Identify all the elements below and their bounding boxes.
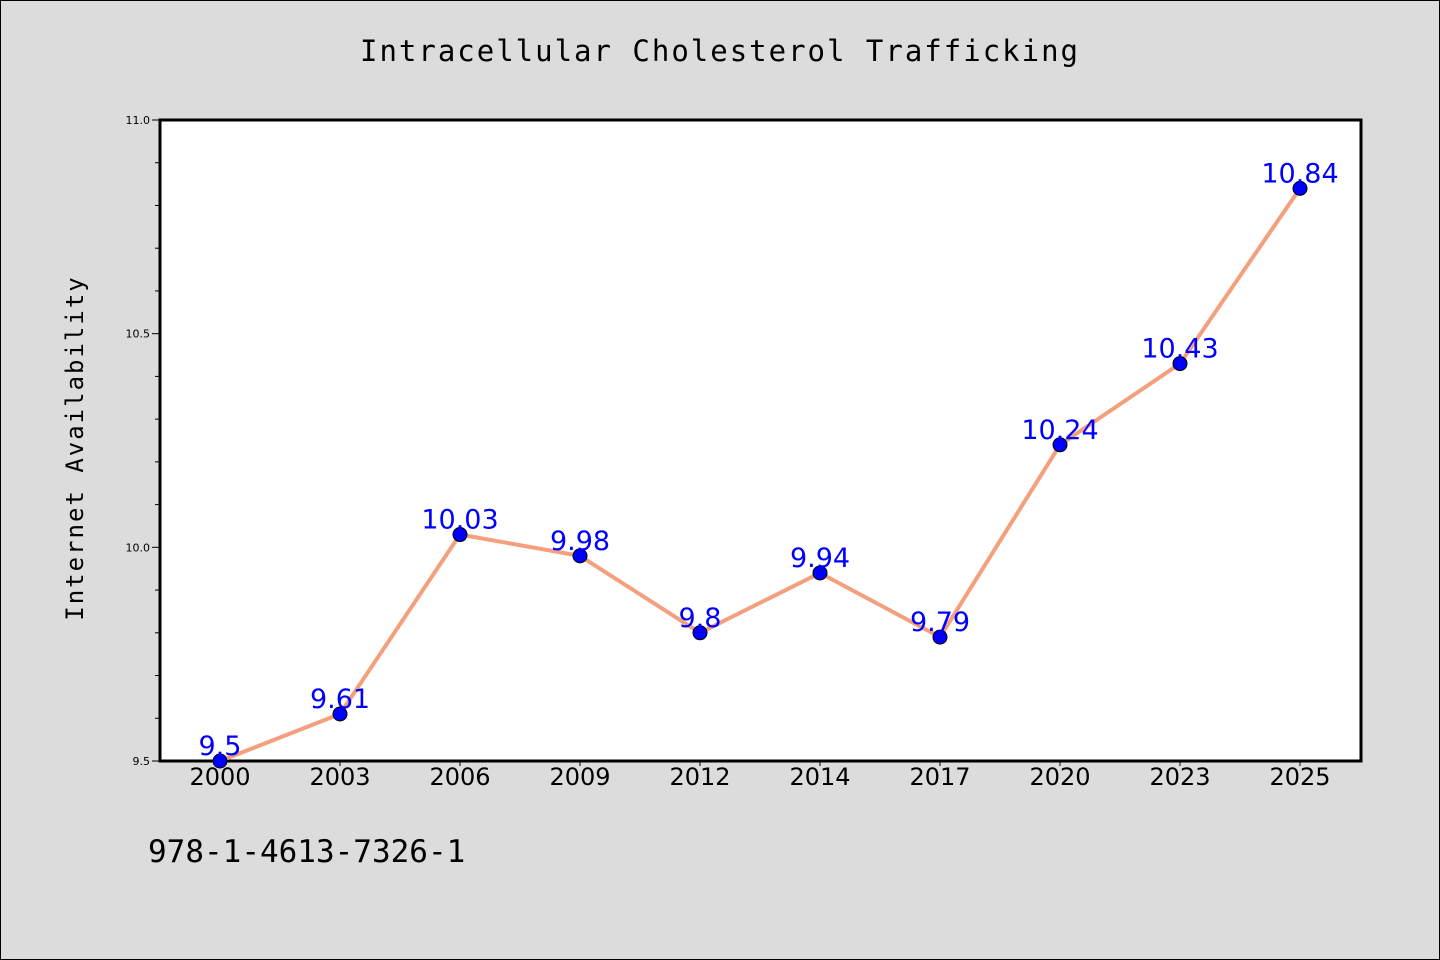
y-tick-label: 10.5	[126, 328, 151, 341]
data-label: 9.94	[790, 543, 850, 574]
x-tick-label: 2003	[309, 763, 370, 791]
y-tick-label: 9.5	[133, 755, 151, 768]
x-tick-label: 2017	[909, 763, 970, 791]
data-points	[212, 180, 1308, 769]
data-point	[1172, 356, 1188, 372]
data-label: 9.98	[550, 526, 610, 557]
x-tick-label: 2012	[669, 763, 730, 791]
data-label: 9.61	[310, 684, 370, 715]
x-tick-label: 2020	[1029, 763, 1090, 791]
data-label: 10.24	[1021, 415, 1098, 446]
data-point	[692, 625, 708, 641]
data-label: 9.79	[910, 607, 970, 638]
x-tick-label: 2009	[549, 763, 610, 791]
data-point	[452, 527, 468, 543]
data-point	[212, 753, 228, 769]
plot-area	[158, 118, 1363, 763]
chart-title: Intracellular Cholesterol Trafficking	[359, 34, 1080, 68]
x-axis-ticks: 2000 2003 2006 2009 2012 2014 2017 2020 2023 2025	[189, 761, 1331, 791]
data-point	[932, 629, 948, 645]
x-tick-label: 2023	[1149, 763, 1210, 791]
y-tick-label: 11.0	[126, 114, 151, 127]
data-point	[572, 548, 588, 564]
x-tick-label: 2025	[1269, 763, 1330, 791]
data-label: 10.03	[421, 505, 498, 536]
x-tick-label: 2014	[789, 763, 850, 791]
data-point	[332, 706, 348, 722]
data-label: 9.8	[679, 603, 722, 634]
series-line	[219, 187, 1302, 763]
data-label: 10.84	[1261, 158, 1338, 189]
isbn-text: 978-1-4613-7326-1	[148, 834, 466, 870]
data-point	[812, 565, 828, 581]
y-axis-ticks: 9.5 10.0 10.5 11.0	[126, 114, 160, 768]
data-point	[1292, 180, 1308, 196]
y-tick-label: 10.0	[126, 541, 151, 554]
data-labels: 9.5 9.61 10.03 9.98 9.8 9.94 9.79 10.24 10.43 10.…	[199, 158, 1339, 762]
data-label: 9.5	[199, 731, 242, 762]
x-tick-label: 2006	[429, 763, 490, 791]
data-point	[1052, 437, 1068, 453]
data-label: 10.43	[1141, 334, 1218, 365]
